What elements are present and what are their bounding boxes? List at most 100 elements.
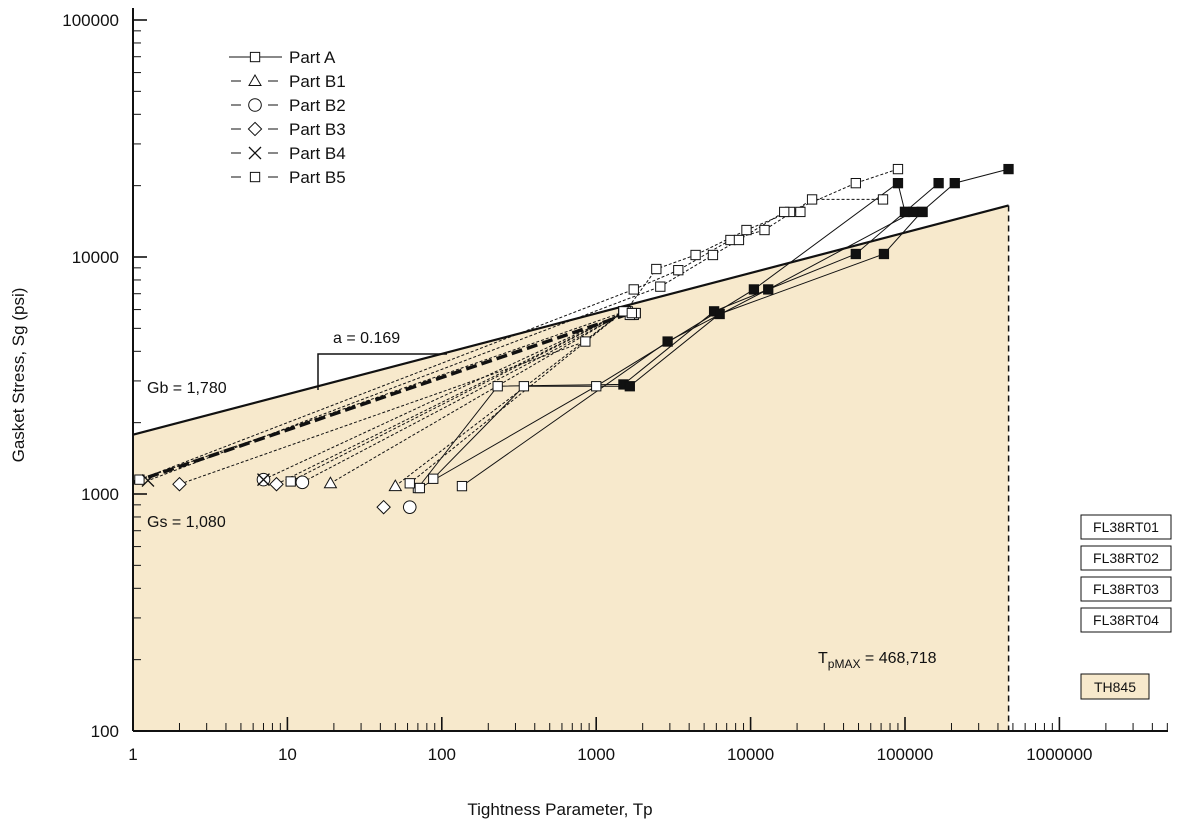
legend-marker xyxy=(248,73,262,86)
part-a-point xyxy=(428,473,439,484)
part-b-point xyxy=(741,224,752,236)
legend-entry: Part B5 xyxy=(231,168,346,187)
part-b-point xyxy=(779,206,790,218)
part-b-point xyxy=(626,307,637,319)
x-tick-label: 10000 xyxy=(727,745,774,764)
y-ticks: 100 1000 10000 100000 xyxy=(62,11,147,741)
part-b-point xyxy=(628,284,639,295)
part-b-point xyxy=(795,206,806,218)
part-b-point xyxy=(850,177,861,189)
initial-point xyxy=(388,479,403,492)
part-a-point xyxy=(1003,163,1014,175)
gasket-box xyxy=(1080,673,1150,700)
legend-label: Part B1 xyxy=(289,72,346,91)
part-a-point xyxy=(850,248,861,260)
part-b-point xyxy=(707,249,719,261)
gb-annotation: Gb = 1,780 xyxy=(147,380,227,397)
part-a-point xyxy=(714,308,725,320)
legend-label: Part B4 xyxy=(289,144,346,163)
test-labels: FL38RT01 FL38RT02 FL38RT03 FL38RT04 xyxy=(1080,514,1172,633)
fit-layer xyxy=(132,204,1010,731)
test-label-box xyxy=(1080,607,1172,633)
part-b-point xyxy=(733,234,745,246)
part-a-point xyxy=(878,248,890,260)
acceptance-region xyxy=(133,205,1009,731)
legend-entry: Part B3 xyxy=(231,120,346,139)
slope-annotation: a = 0.169 xyxy=(333,330,400,347)
axes xyxy=(132,8,1168,732)
part-a-point xyxy=(949,177,960,189)
legend-marker xyxy=(248,146,262,160)
test-label-box xyxy=(1080,576,1172,602)
legend-label: Part A xyxy=(289,48,336,67)
part-a-point xyxy=(748,284,760,295)
part-a-point xyxy=(591,381,602,392)
initial-point xyxy=(134,474,145,485)
initial-point xyxy=(257,473,270,487)
legend-marker xyxy=(248,98,262,112)
marker-layer xyxy=(134,163,1014,515)
tpmax-subscript: pMAX xyxy=(828,657,861,671)
initial-point xyxy=(269,476,284,492)
part-a-point xyxy=(933,177,944,189)
part-b-point xyxy=(806,194,818,205)
part-a-point xyxy=(456,480,468,492)
part-b-point xyxy=(690,249,701,261)
part-a-point xyxy=(908,206,919,218)
tpmax-annotation: TpMAX = 468,718 xyxy=(818,650,937,671)
part-a-point xyxy=(917,206,928,218)
gasket-label: TH845 xyxy=(1094,679,1136,695)
part-b-point xyxy=(651,263,662,275)
part-a-point xyxy=(492,381,503,392)
y-tick-label: 10000 xyxy=(72,248,119,267)
legend-label: Part B2 xyxy=(289,96,346,115)
test-label: FL38RT02 xyxy=(1093,550,1159,566)
part-a-series-line xyxy=(432,168,1009,480)
legend: Part A Part B1 Part B2 Part B3 Part B4 Part B… xyxy=(229,48,346,187)
part-b-point xyxy=(877,194,889,205)
legend-entry: Part B1 xyxy=(231,72,346,91)
tpmax-value: = 468,718 xyxy=(860,650,936,667)
gs-annotation: Gs = 1,080 xyxy=(147,514,226,531)
part-b-point xyxy=(580,336,591,347)
x-tick-label: 100000 xyxy=(877,745,934,764)
initial-point xyxy=(323,476,338,489)
legend-entry: Part B4 xyxy=(231,144,346,163)
y-tick-label: 100 xyxy=(91,722,119,741)
part-a-point xyxy=(892,177,904,189)
initial-point xyxy=(376,499,391,515)
test-label-box xyxy=(1080,545,1172,571)
legend-label: Part B5 xyxy=(289,168,346,187)
legend-marker xyxy=(249,51,261,63)
part-b-point xyxy=(759,224,770,236)
test-label: FL38RT04 xyxy=(1093,612,1159,628)
x-tick-label: 1 xyxy=(128,745,137,764)
part-a-point xyxy=(763,284,774,295)
tpmax-symbol: T xyxy=(818,650,828,667)
x-tick-label: 10 xyxy=(278,745,297,764)
x-axis-title: Tightness Parameter, Tp xyxy=(467,800,652,819)
x-ticks: 1 10 100 1000 10000 100000 1000000 xyxy=(128,717,1168,764)
initial-point xyxy=(172,476,187,492)
legend-label: Part B3 xyxy=(289,120,346,139)
part-a-point xyxy=(662,336,673,347)
initial-point xyxy=(141,474,155,487)
initial-point xyxy=(402,500,417,514)
part-b-point xyxy=(725,234,736,246)
y-axis-title: Gasket Stress, Sg (psi) xyxy=(9,288,28,463)
x-tick-label: 100 xyxy=(428,745,456,764)
legend-marker xyxy=(249,171,261,183)
y-tick-label: 1000 xyxy=(81,485,119,504)
legend-entry: Part A xyxy=(229,48,336,67)
part-a-point xyxy=(518,381,530,392)
test-label-box xyxy=(1080,514,1172,540)
part-a-point xyxy=(414,482,425,494)
part-b-point xyxy=(892,163,904,175)
initial-point xyxy=(285,476,296,487)
legend-marker xyxy=(247,121,263,137)
test-label: FL38RT03 xyxy=(1093,581,1159,597)
x-tick-label: 1000000 xyxy=(1026,745,1092,764)
legend-entry: Part B2 xyxy=(231,96,346,115)
part-b-point xyxy=(673,265,684,276)
